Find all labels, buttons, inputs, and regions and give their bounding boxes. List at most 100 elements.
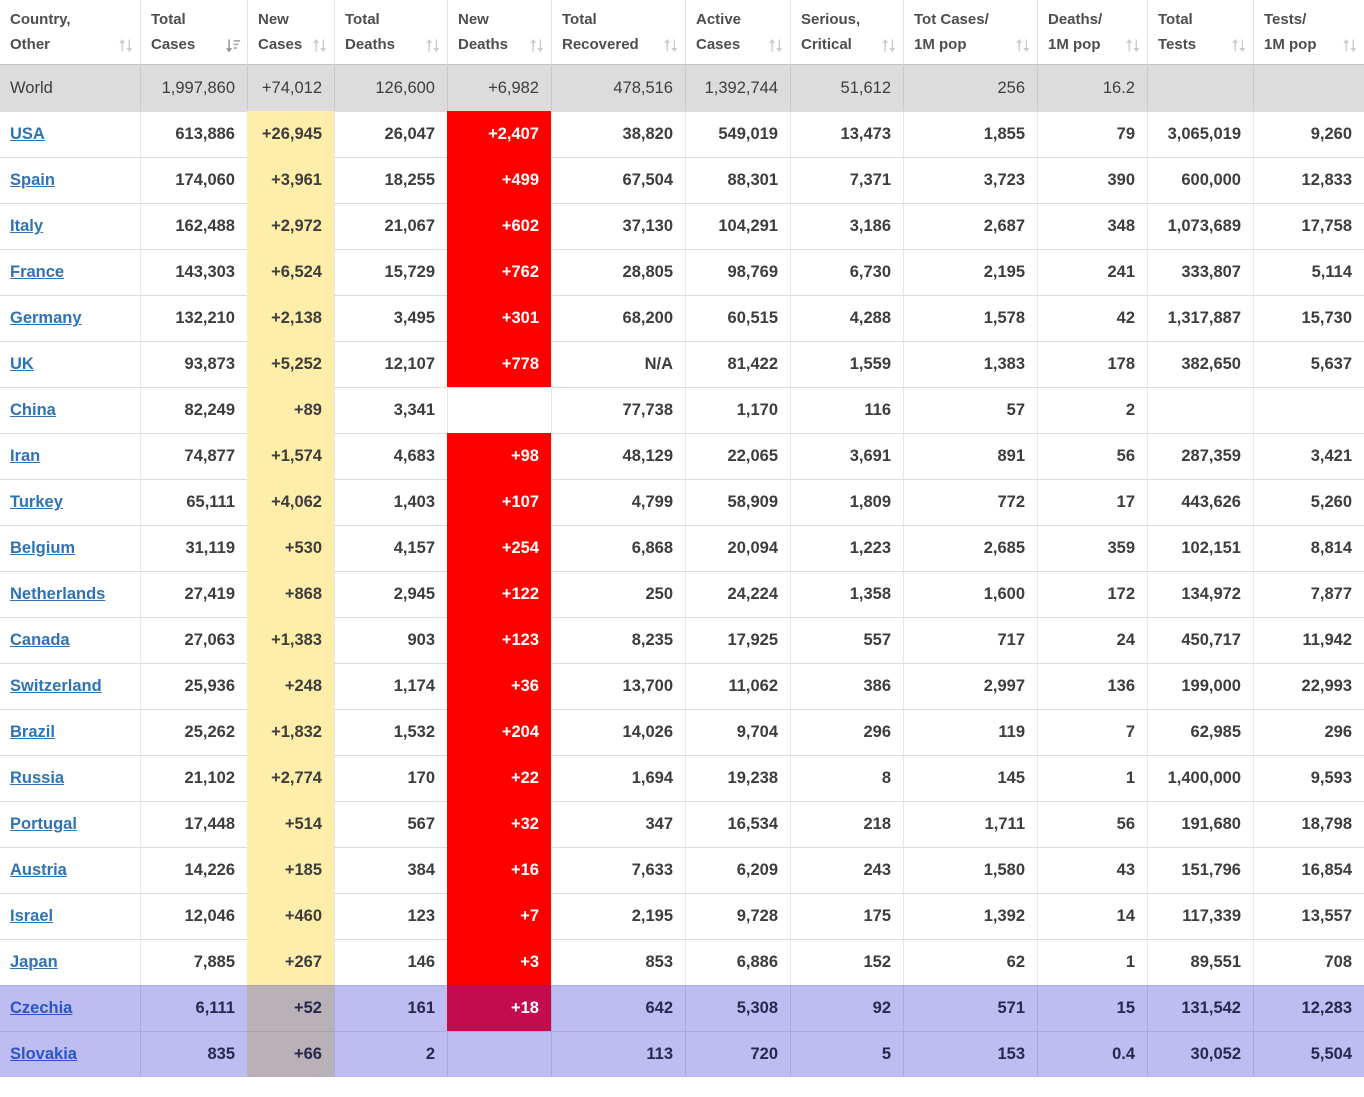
country-link[interactable]: Switzerland — [10, 677, 102, 695]
country-link[interactable]: Italy — [10, 217, 44, 235]
cell-total_deaths: 126,600 — [334, 65, 447, 111]
country-link[interactable]: Brazil — [10, 723, 55, 741]
cell-country: Israel — [0, 893, 140, 939]
column-header-tests_per_1m[interactable]: Tests/1M pop — [1253, 0, 1364, 65]
country-link[interactable]: Canada — [10, 631, 70, 649]
cell-tests_per_1m: 11,942 — [1253, 617, 1364, 663]
row-france: France 143,303 +6,524 15,729 +762 28,805 98,76… — [0, 249, 1364, 295]
cell-country: USA — [0, 111, 140, 157]
country-link[interactable]: USA — [10, 125, 45, 143]
cell-deaths_per_1m: 15 — [1037, 985, 1147, 1031]
country-link[interactable]: China — [10, 401, 56, 419]
column-header-total_deaths[interactable]: Total Deaths — [334, 0, 447, 65]
cell-cases_per_1m: 1,392 — [903, 893, 1037, 939]
column-label-line1: Tests/ — [1264, 11, 1307, 28]
cell-total_deaths: 123 — [334, 893, 447, 939]
cell-total_recovered: 38,820 — [551, 111, 685, 157]
sort-desc-active-icon — [225, 36, 241, 53]
cell-new_cases: +514 — [247, 801, 334, 847]
column-header-total_recovered[interactable]: Total Recovered — [551, 0, 685, 65]
row-portugal: Portugal 17,448 +514 567 +32 347 16,534 218 1,71… — [0, 801, 1364, 847]
cell-total_recovered: N/A — [551, 341, 685, 387]
cell-total_tests: 199,000 — [1147, 663, 1253, 709]
cell-serious_critical: 1,358 — [790, 571, 903, 617]
country-link[interactable]: Germany — [10, 309, 82, 327]
cell-total_deaths: 21,067 — [334, 203, 447, 249]
cell-total_cases: 82,249 — [140, 387, 247, 433]
cell-total_tests: 450,717 — [1147, 617, 1253, 663]
column-label-line2: Deaths — [345, 36, 396, 53]
cell-country: Belgium — [0, 525, 140, 571]
sort-toggle-icon — [663, 36, 679, 52]
cell-cases_per_1m: 891 — [903, 433, 1037, 479]
column-header-country[interactable]: Country, Other — [0, 0, 140, 65]
row-iran: Iran 74,877 +1,574 4,683 +98 48,129 22,065 3,69… — [0, 433, 1364, 479]
cell-deaths_per_1m: 56 — [1037, 801, 1147, 847]
cell-total_recovered: 2,195 — [551, 893, 685, 939]
cell-total_tests: 1,400,000 — [1147, 755, 1253, 801]
cell-total_cases: 174,060 — [140, 157, 247, 203]
cell-serious_critical: 1,223 — [790, 525, 903, 571]
cell-total_tests: 30,052 — [1147, 1031, 1253, 1077]
country-link[interactable]: Russia — [10, 769, 65, 787]
cell-new_deaths: +204 — [447, 709, 551, 755]
cell-total_tests: 131,542 — [1147, 985, 1253, 1031]
cell-new_deaths: +254 — [447, 525, 551, 571]
cell-new_deaths: +762 — [447, 249, 551, 295]
column-label-line1: Total — [1158, 11, 1193, 28]
cell-total_deaths: 2 — [334, 1031, 447, 1077]
country-link[interactable]: France — [10, 263, 65, 281]
cell-serious_critical: 557 — [790, 617, 903, 663]
cell-cases_per_1m: 1,711 — [903, 801, 1037, 847]
country-link[interactable]: Czechia — [10, 999, 73, 1017]
cell-total_tests: 102,151 — [1147, 525, 1253, 571]
column-header-new_cases[interactable]: New Cases — [247, 0, 334, 65]
sort-toggle-icon — [312, 36, 328, 52]
cell-total_tests: 191,680 — [1147, 801, 1253, 847]
cell-new_cases: +74,012 — [247, 65, 334, 111]
country-link[interactable]: Netherlands — [10, 585, 106, 603]
column-header-total_cases[interactable]: Total Cases — [140, 0, 247, 65]
cell-new_deaths — [447, 1031, 551, 1077]
cell-cases_per_1m: 1,383 — [903, 341, 1037, 387]
cell-total_tests: 382,650 — [1147, 341, 1253, 387]
column-header-serious_critical[interactable]: Serious, Critical — [790, 0, 903, 65]
country-link[interactable]: Slovakia — [10, 1045, 77, 1063]
cell-total_cases: 31,119 — [140, 525, 247, 571]
cell-tests_per_1m: 5,504 — [1253, 1031, 1364, 1077]
cell-new_deaths: +7 — [447, 893, 551, 939]
column-header-total_tests[interactable]: Total Tests — [1147, 0, 1253, 65]
column-header-active_cases[interactable]: Active Cases — [685, 0, 790, 65]
country-link[interactable]: UK — [10, 355, 34, 373]
column-header-deaths_per_1m[interactable]: Deaths/1M pop — [1037, 0, 1147, 65]
row-belgium: Belgium 31,119 +530 4,157 +254 6,868 20,094 1,2… — [0, 525, 1364, 571]
cell-total_tests: 1,073,689 — [1147, 203, 1253, 249]
cell-total_recovered: 37,130 — [551, 203, 685, 249]
cell-country: Switzerland — [0, 663, 140, 709]
cell-total_tests: 287,359 — [1147, 433, 1253, 479]
cell-new_cases: +460 — [247, 893, 334, 939]
cell-total_cases: 835 — [140, 1031, 247, 1077]
cell-total_cases: 1,997,860 — [140, 65, 247, 111]
cell-deaths_per_1m: 359 — [1037, 525, 1147, 571]
cell-active_cases: 9,704 — [685, 709, 790, 755]
cell-new_deaths: +107 — [447, 479, 551, 525]
column-header-cases_per_1m[interactable]: Tot Cases/1M pop — [903, 0, 1037, 65]
cell-total_deaths: 161 — [334, 985, 447, 1031]
cell-total_recovered: 478,516 — [551, 65, 685, 111]
country-link[interactable]: Japan — [10, 953, 58, 971]
cell-new_cases: +2,972 — [247, 203, 334, 249]
country-link[interactable]: Turkey — [10, 493, 63, 511]
column-header-new_deaths[interactable]: New Deaths — [447, 0, 551, 65]
cell-total_recovered: 67,504 — [551, 157, 685, 203]
country-link[interactable]: Israel — [10, 907, 54, 925]
country-link[interactable]: Portugal — [10, 815, 77, 833]
sort-toggle-icon — [1125, 36, 1141, 52]
row-netherlands: Netherlands 27,419 +868 2,945 +122 250 24,224 1… — [0, 571, 1364, 617]
country-link[interactable]: Belgium — [10, 539, 76, 557]
country-link[interactable]: Iran — [10, 447, 41, 465]
cell-total_recovered: 68,200 — [551, 295, 685, 341]
country-link[interactable]: Austria — [10, 861, 67, 879]
country-link[interactable]: Spain — [10, 171, 55, 189]
cell-active_cases: 19,238 — [685, 755, 790, 801]
